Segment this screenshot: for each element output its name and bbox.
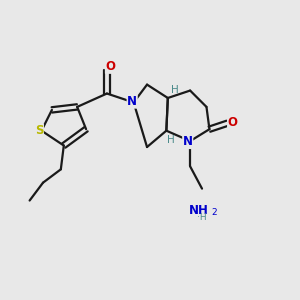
Text: NH: NH <box>189 204 209 218</box>
Text: S: S <box>35 124 44 137</box>
Text: N: N <box>127 95 137 108</box>
Text: 2: 2 <box>211 208 217 217</box>
Text: ·H: ·H <box>196 213 206 222</box>
Text: H: H <box>167 135 175 145</box>
Text: H: H <box>171 85 179 95</box>
Text: O: O <box>106 60 116 73</box>
Text: N: N <box>183 136 193 148</box>
Text: O: O <box>228 116 238 129</box>
